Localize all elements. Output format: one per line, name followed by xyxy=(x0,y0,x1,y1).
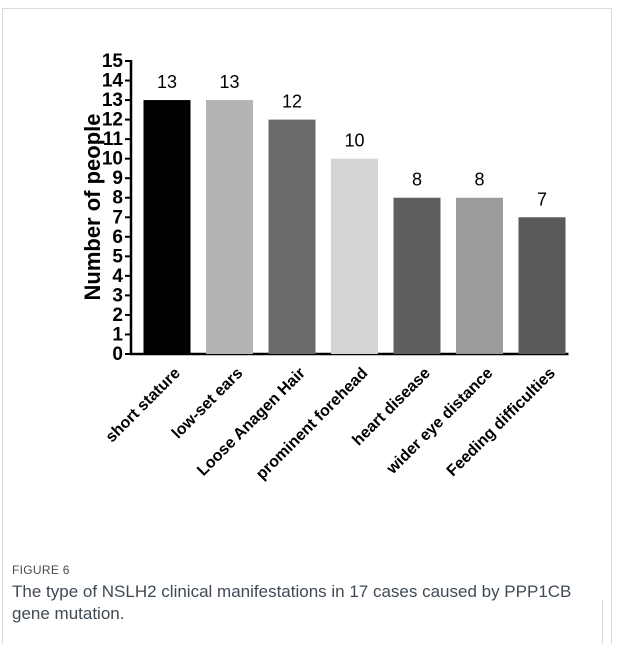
figure-frame xyxy=(2,8,612,644)
y-tick-label: 10 xyxy=(102,149,123,170)
y-tick-label: 6 xyxy=(112,227,123,248)
data-label: 7 xyxy=(537,189,547,209)
y-tick-label: 1 xyxy=(112,324,123,345)
x-tick-label: Feeding difficulties xyxy=(444,365,559,480)
y-tick-label: 11 xyxy=(103,129,124,150)
y-tick-label: 15 xyxy=(102,51,124,72)
y-tick-label: 9 xyxy=(112,168,123,189)
data-label: 12 xyxy=(282,92,302,112)
frame-divider xyxy=(602,600,603,644)
y-tick-label: 0 xyxy=(112,344,123,365)
figure-label: FIGURE 6 xyxy=(12,563,70,577)
y-tick-label: 12 xyxy=(102,110,123,131)
bar xyxy=(331,158,378,354)
y-tick-label: 4 xyxy=(112,266,123,287)
bar xyxy=(268,119,316,354)
data-label: 13 xyxy=(157,72,177,92)
data-label: 8 xyxy=(412,170,422,190)
y-tick-label: 8 xyxy=(112,188,123,209)
x-tick-label: prominent forehead xyxy=(253,365,371,483)
bar xyxy=(518,217,566,354)
y-tick-label: 7 xyxy=(112,207,123,228)
bar xyxy=(143,100,191,354)
bar xyxy=(393,197,441,354)
y-tick-label: 13 xyxy=(102,90,123,111)
y-axis-label: Number of people xyxy=(80,113,105,300)
figure-caption: The type of NSLH2 clinical manifestation… xyxy=(12,582,572,623)
bars xyxy=(143,100,566,354)
y-tick-label: 3 xyxy=(112,285,123,306)
y-tick-label: 2 xyxy=(112,305,123,326)
y-tick-label: 14 xyxy=(102,71,124,92)
value-labels: 13 13 12 10 8 8 7 xyxy=(157,72,547,209)
x-tick-label: Loose Anagen Hair xyxy=(194,365,309,480)
y-tick-label: 5 xyxy=(112,246,123,267)
data-label: 13 xyxy=(219,72,239,92)
data-label: 8 xyxy=(474,170,484,190)
bar xyxy=(206,100,253,354)
data-label: 10 xyxy=(344,131,364,151)
x-tick-label: wider eye distance xyxy=(383,365,496,478)
bar xyxy=(456,197,503,354)
